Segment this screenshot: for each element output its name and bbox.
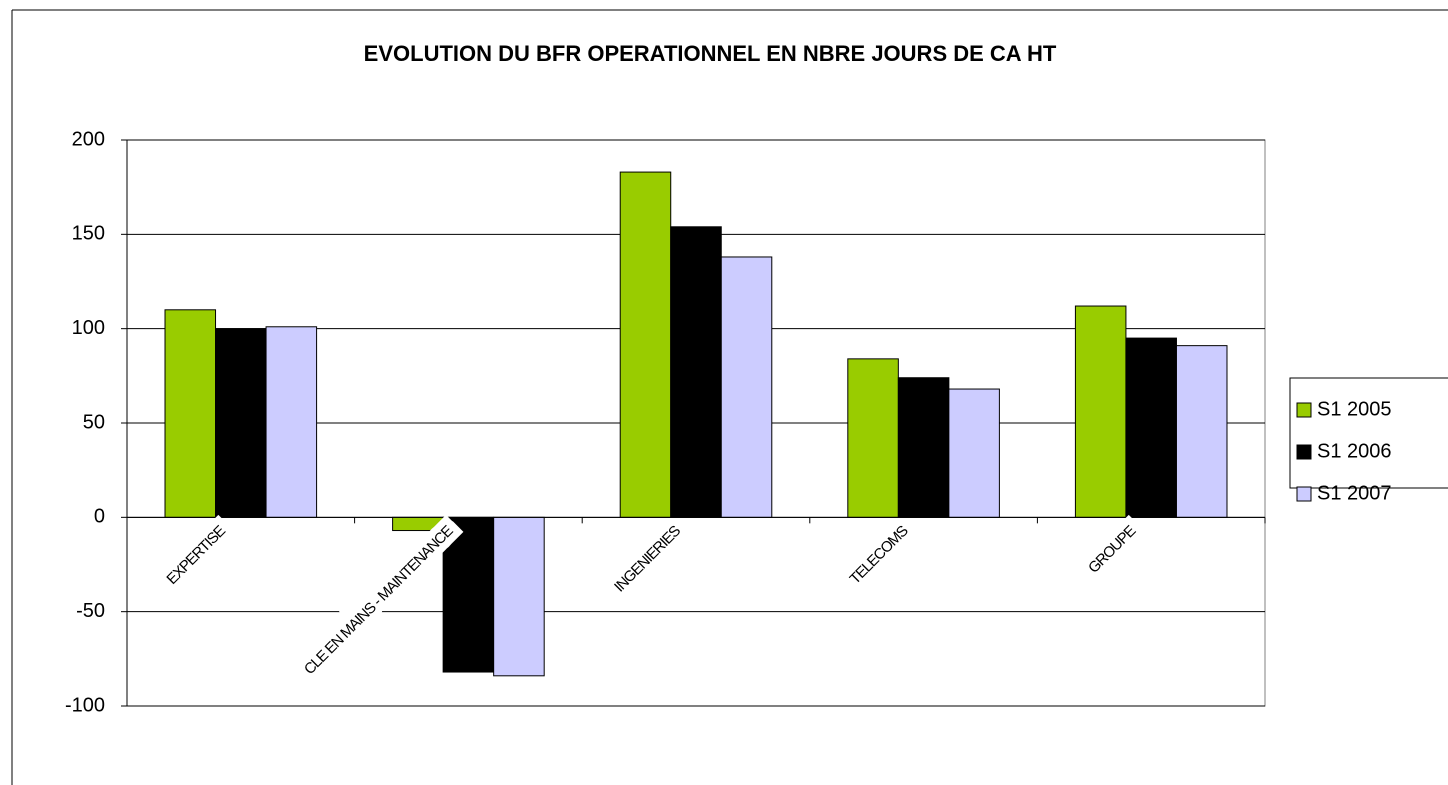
x-tick-label: INGENIERIES [611, 522, 684, 595]
y-tick-label: -100 [65, 694, 105, 716]
legend-label: S1 2006 [1317, 440, 1392, 462]
bar [164, 309, 217, 518]
bar [670, 226, 722, 518]
bar [619, 171, 672, 518]
y-tick-label: 100 [72, 317, 105, 339]
y-tick-label: 50 [83, 411, 105, 433]
legend-swatch [1296, 444, 1312, 460]
bar [897, 377, 950, 518]
bar [442, 516, 495, 673]
bar [215, 328, 267, 518]
legend-swatch [1296, 402, 1312, 418]
legend-label: S1 2007 [1317, 482, 1392, 504]
x-tick-label: CLE EN MAINS - MAINTENANCE [301, 522, 457, 678]
bar [948, 388, 1000, 518]
bar [1175, 345, 1228, 518]
bar [493, 516, 545, 677]
legend-label: S1 2005 [1317, 398, 1392, 420]
y-tick-label: 0 [94, 506, 105, 528]
x-tick-label: TELECOMS [847, 522, 912, 587]
y-tick-label: 150 [72, 223, 105, 245]
y-tick-label: 200 [72, 128, 105, 150]
x-tick-label: EXPERTISE [163, 522, 229, 588]
bar [392, 516, 444, 532]
bar [1125, 337, 1177, 518]
y-tick-label: -50 [76, 600, 105, 622]
x-tick-label: GROUPE [1085, 522, 1139, 576]
chart-title: EVOLUTION DU BFR OPERATIONNEL EN NBRE JO… [364, 41, 1057, 66]
legend [1289, 377, 1448, 489]
bar [847, 358, 899, 518]
legend-swatch [1296, 486, 1312, 502]
bar [1074, 305, 1127, 518]
bar [720, 256, 773, 518]
bar [265, 326, 318, 518]
